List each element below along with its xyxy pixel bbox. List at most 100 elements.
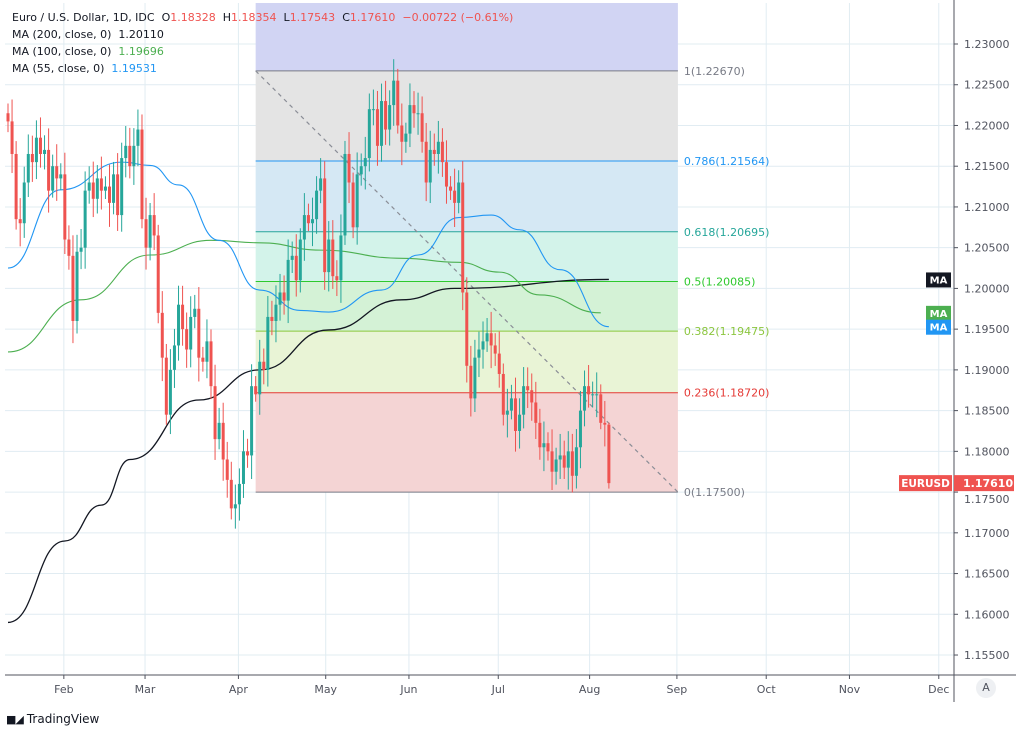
candle[interactable] — [578, 390, 582, 469]
candle[interactable] — [591, 381, 595, 408]
candle[interactable] — [453, 168, 457, 228]
candle[interactable] — [156, 224, 160, 324]
candle[interactable] — [278, 273, 282, 321]
ma100-legend-row[interactable]: MA (100, close, 0) 1.19696 — [12, 43, 513, 60]
candle[interactable] — [534, 381, 538, 439]
candle[interactable] — [566, 431, 570, 490]
candle[interactable] — [351, 172, 355, 239]
candle[interactable] — [43, 135, 47, 170]
candle[interactable] — [457, 170, 461, 214]
candle[interactable] — [558, 433, 562, 479]
candle[interactable] — [120, 142, 124, 232]
candle[interactable] — [497, 331, 501, 388]
candle[interactable] — [262, 348, 266, 385]
candle[interactable] — [473, 339, 477, 413]
candle[interactable] — [319, 158, 323, 204]
candle[interactable] — [485, 317, 489, 352]
candle[interactable] — [562, 440, 566, 479]
candle[interactable] — [59, 163, 63, 191]
candle[interactable] — [595, 372, 599, 418]
ma200-legend-row[interactable]: MA (200, close, 0) 1.20110 — [12, 26, 513, 43]
candle[interactable] — [38, 117, 42, 168]
candle[interactable] — [51, 154, 55, 198]
candle[interactable] — [193, 294, 197, 329]
candle[interactable] — [181, 285, 185, 346]
candle[interactable] — [201, 346, 205, 372]
candle[interactable] — [375, 90, 379, 166]
candle[interactable] — [306, 203, 310, 232]
candle[interactable] — [432, 133, 436, 166]
ma-price-badge[interactable]: MA — [926, 319, 951, 335]
candle[interactable] — [63, 152, 67, 254]
candle[interactable] — [124, 126, 128, 178]
candle[interactable] — [79, 228, 83, 270]
candle[interactable] — [75, 234, 79, 334]
candle[interactable] — [294, 234, 298, 297]
candle[interactable] — [587, 365, 591, 408]
candle[interactable] — [603, 400, 607, 447]
candle[interactable] — [477, 331, 481, 378]
candle[interactable] — [428, 130, 432, 204]
candle[interactable] — [607, 422, 611, 489]
candle[interactable] — [254, 376, 258, 402]
candle[interactable] — [30, 135, 34, 182]
candle[interactable] — [99, 156, 103, 210]
candle[interactable] — [509, 384, 513, 420]
candle[interactable] — [392, 59, 396, 126]
candle[interactable] — [489, 311, 493, 369]
candle[interactable] — [26, 134, 30, 197]
candle[interactable] — [530, 373, 534, 421]
candle[interactable] — [172, 328, 176, 388]
candle[interactable] — [481, 321, 485, 369]
candle[interactable] — [91, 161, 95, 218]
candle[interactable] — [144, 197, 148, 270]
candle[interactable] — [327, 221, 331, 292]
candle[interactable] — [347, 132, 351, 204]
candle[interactable] — [250, 364, 254, 480]
candle[interactable] — [116, 153, 120, 231]
candle[interactable] — [274, 285, 278, 343]
candle[interactable] — [469, 345, 473, 417]
candle[interactable] — [164, 343, 168, 425]
candle[interactable] — [343, 140, 347, 245]
candle[interactable] — [18, 198, 22, 247]
candle[interactable] — [522, 367, 526, 429]
candle[interactable] — [367, 93, 371, 172]
last-price-marker[interactable]: EURUSD 1.17610 — [899, 475, 1014, 492]
candle[interactable] — [363, 136, 367, 190]
candle[interactable] — [412, 91, 416, 128]
candle[interactable] — [282, 275, 286, 315]
candle[interactable] — [518, 398, 522, 449]
candle[interactable] — [449, 176, 453, 200]
candle[interactable] — [189, 296, 193, 368]
candle[interactable] — [83, 171, 87, 269]
candle[interactable] — [229, 461, 233, 520]
candle[interactable] — [461, 161, 465, 311]
candle[interactable] — [95, 165, 99, 214]
candle[interactable] — [34, 120, 38, 180]
candle[interactable] — [315, 176, 319, 234]
candle[interactable] — [388, 90, 392, 146]
candle[interactable] — [246, 438, 250, 468]
candle[interactable] — [47, 128, 51, 213]
tradingview-logo[interactable]: ■◢ TradingView — [6, 712, 99, 726]
candle[interactable] — [384, 80, 388, 145]
candle[interactable] — [197, 287, 201, 382]
candle[interactable] — [132, 128, 136, 185]
candle[interactable] — [514, 377, 517, 452]
candle[interactable] — [424, 122, 428, 202]
candle[interactable] — [331, 220, 335, 289]
candle[interactable] — [542, 421, 546, 472]
candle[interactable] — [140, 114, 144, 229]
candle[interactable] — [298, 228, 302, 293]
candle[interactable] — [108, 164, 111, 227]
ma200-line[interactable] — [7, 278, 609, 624]
candle[interactable] — [136, 109, 140, 167]
candle[interactable] — [408, 83, 412, 148]
candle[interactable] — [355, 152, 359, 245]
candle[interactable] — [420, 96, 424, 153]
symbol-title[interactable]: Euro / U.S. Dollar, 1D, IDC — [12, 11, 155, 24]
candle[interactable] — [22, 166, 26, 238]
candle[interactable] — [335, 260, 339, 297]
